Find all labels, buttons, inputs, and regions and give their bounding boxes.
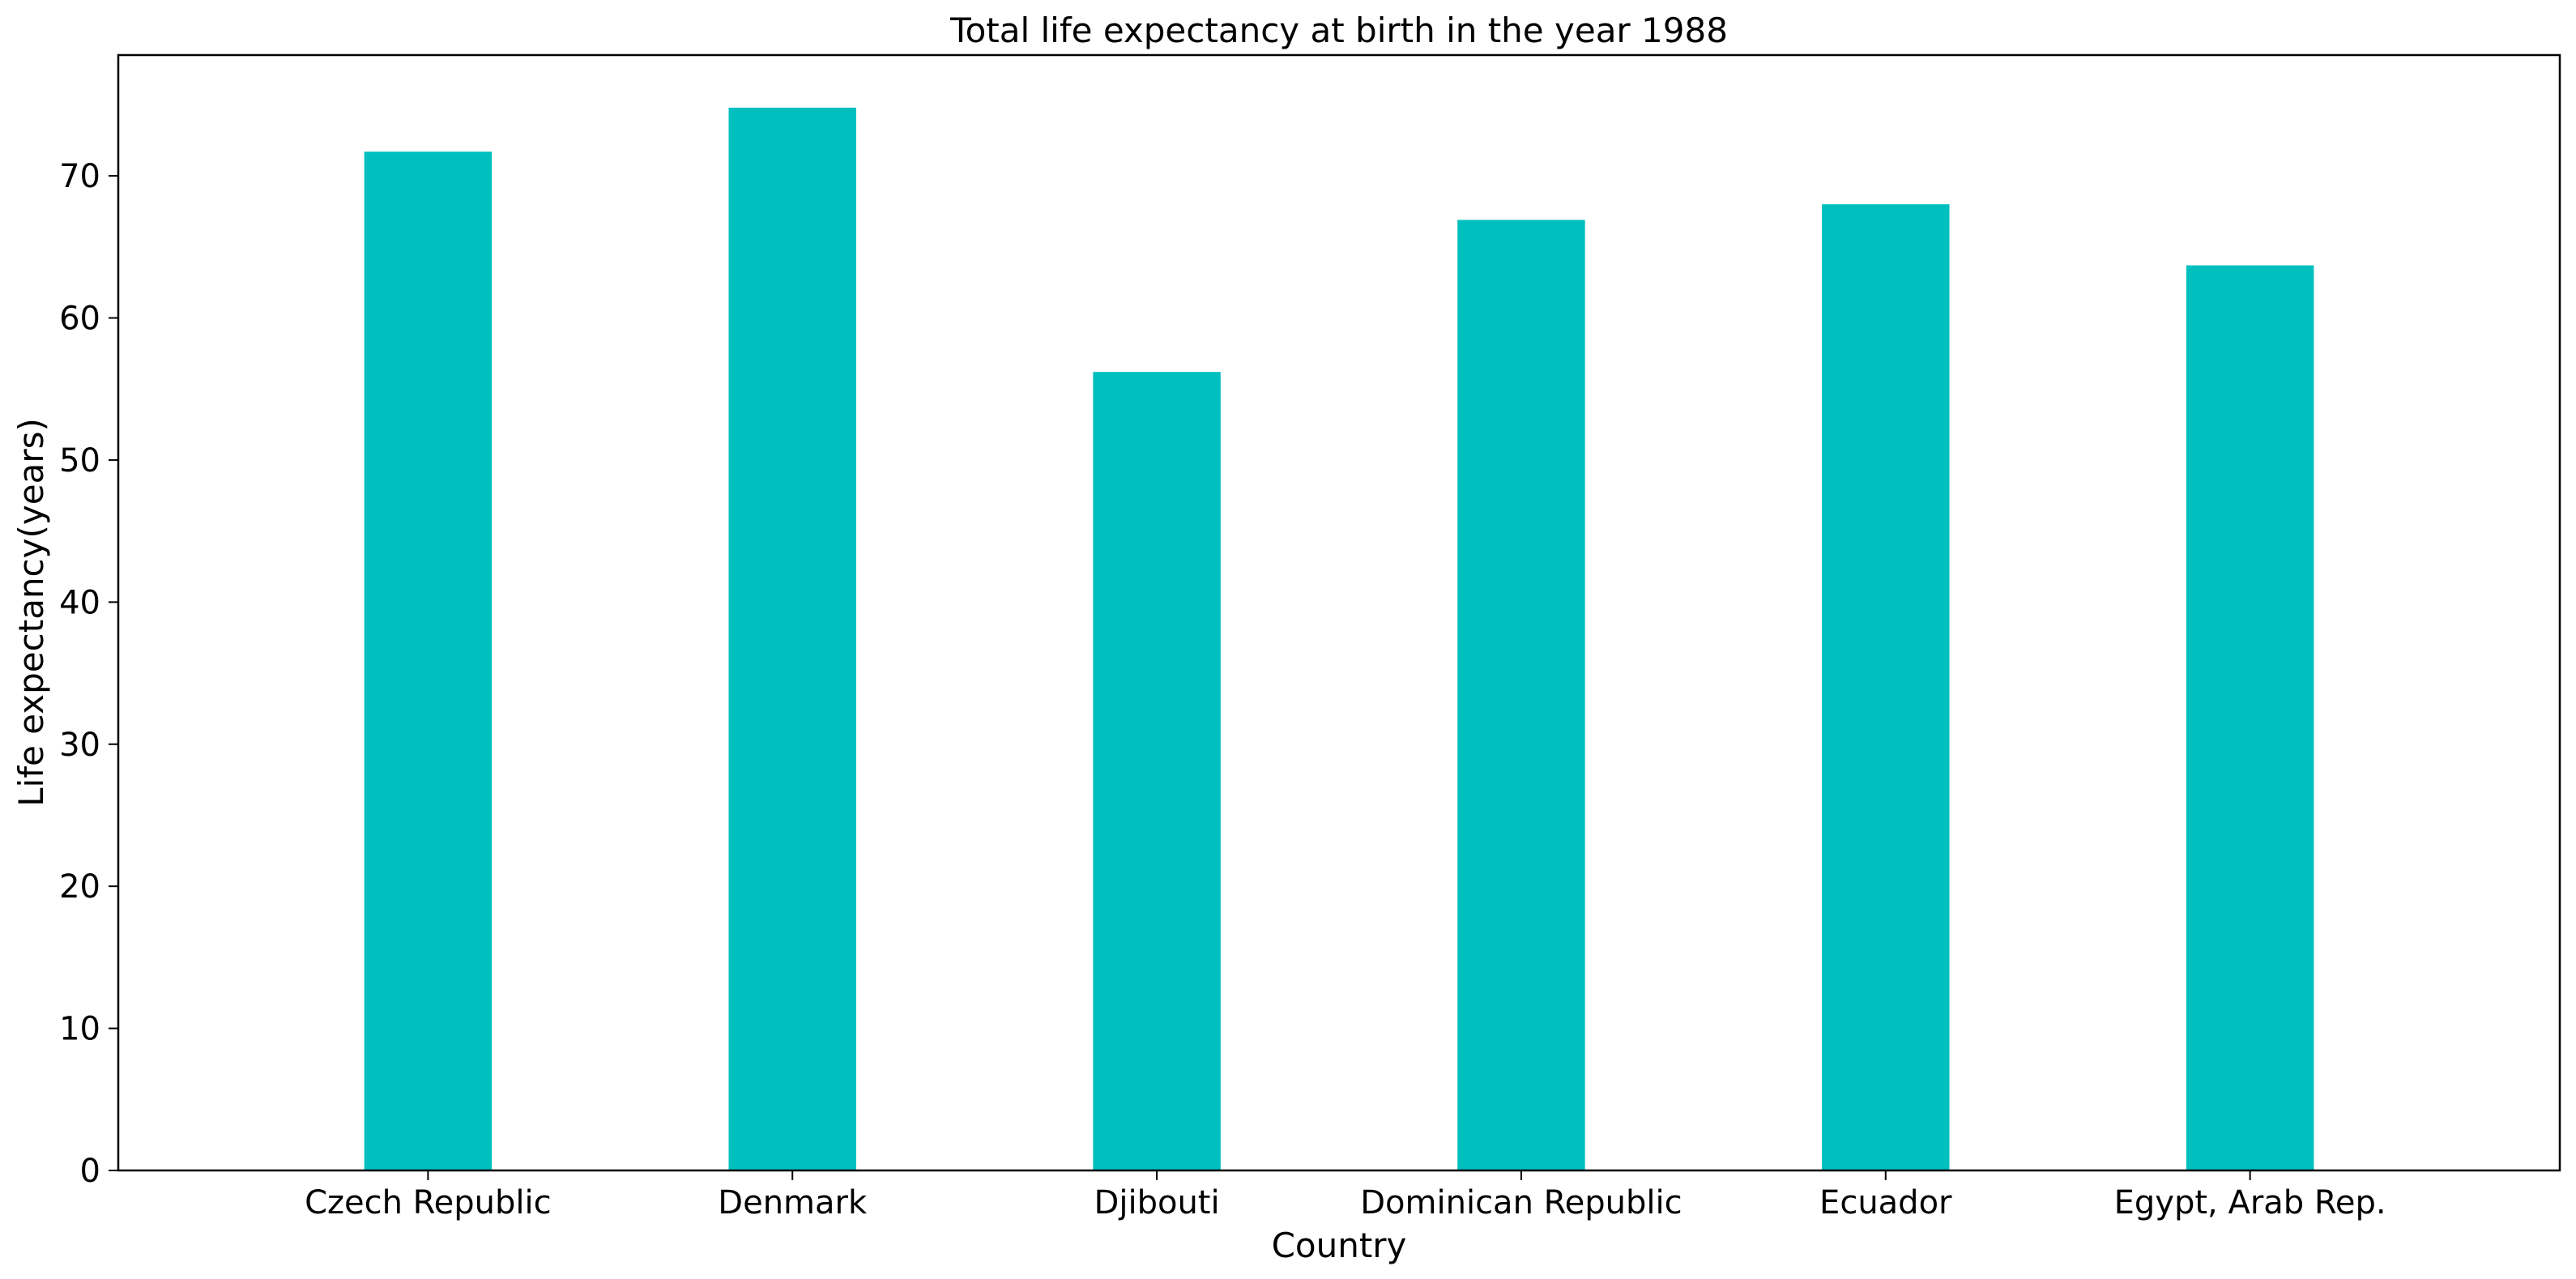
y-tick-label: 50	[59, 442, 100, 480]
x-axis-label: Country	[1272, 1226, 1407, 1265]
bar-denmark	[728, 107, 856, 1170]
x-tick-label: Denmark	[718, 1184, 868, 1221]
bar-egypt-arab-rep	[2186, 265, 2314, 1170]
bar-dominican-republic	[1457, 220, 1585, 1171]
plot-frame	[117, 53, 2561, 1172]
x-tick-label: Dominican Republic	[1360, 1184, 1682, 1221]
x-ticks-group: Czech Republic Denmark Djibouti Dominican R…	[305, 1170, 2386, 1221]
bars-group	[364, 107, 2314, 1171]
x-tick-label: Egypt, Arab Rep.	[2114, 1184, 2386, 1221]
chart-title: Total life expectancy at birth in the ye…	[949, 11, 1728, 50]
y-tick-label: 0	[80, 1153, 100, 1190]
y-tick-label: 40	[59, 584, 100, 621]
y-tick-label: 70	[59, 158, 100, 195]
y-axis-label: Life expectancy(years)	[11, 418, 51, 807]
bar-ecuador	[1822, 204, 1950, 1171]
y-tick-label: 20	[59, 868, 100, 906]
x-tick-label: Ecuador	[1819, 1184, 1952, 1221]
y-tick-label: 60	[59, 301, 100, 338]
y-tick-label: 30	[59, 727, 100, 764]
plot-area	[118, 55, 2560, 1170]
y-ticks-group: 0 10 20 30 40 50 60 70	[59, 158, 118, 1190]
x-tick-label: Djibouti	[1094, 1184, 1220, 1221]
bar-czech-republic	[364, 151, 493, 1171]
bar-djibouti	[1093, 372, 1221, 1171]
y-tick-label: 10	[59, 1011, 100, 1048]
x-tick-label: Czech Republic	[305, 1184, 552, 1221]
